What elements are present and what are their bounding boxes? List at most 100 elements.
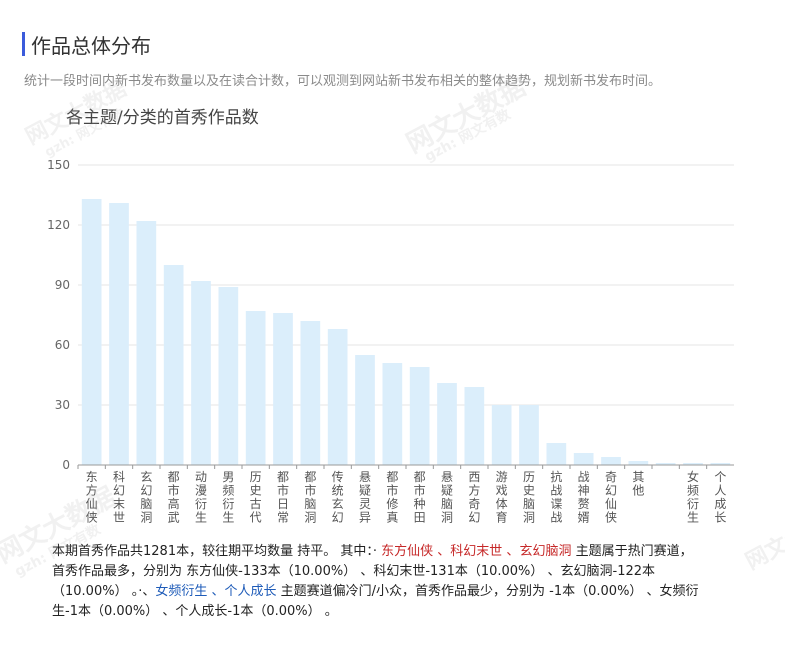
x-category-label: 侠 xyxy=(86,511,98,525)
x-category-label: 脑 xyxy=(523,497,535,511)
x-category-label: 玄 xyxy=(332,496,344,511)
x-category-label: 脑 xyxy=(441,497,453,511)
separator: 、 xyxy=(502,544,520,559)
cold-topic-1: 女频衍生 xyxy=(155,584,208,599)
x-category-label: 都 xyxy=(414,470,426,484)
x-category-label: 方 xyxy=(86,483,98,498)
x-category-label: 他 xyxy=(632,484,644,498)
bar xyxy=(273,313,293,465)
y-tick-label: 60 xyxy=(55,338,70,352)
x-category-label: 方 xyxy=(468,483,480,498)
x-category-label: 疑 xyxy=(359,483,371,498)
separator: 、 xyxy=(433,544,451,559)
x-category-label: 奇 xyxy=(605,470,617,484)
x-category-label: 田 xyxy=(414,511,426,525)
x-category-label: 都 xyxy=(168,470,180,484)
x-category-label: 古 xyxy=(250,496,262,511)
x-category-label: 洞 xyxy=(304,511,316,525)
y-tick-label: 90 xyxy=(55,278,70,292)
x-category-label: 高 xyxy=(168,496,180,511)
x-category-label: 洞 xyxy=(140,511,152,525)
x-category-label: 修 xyxy=(386,496,398,511)
bar-layer xyxy=(81,199,731,465)
y-tick-label: 0 xyxy=(62,458,70,472)
x-category-label: 武 xyxy=(168,511,180,525)
x-category-label: 东 xyxy=(86,470,98,484)
x-category-label: 真 xyxy=(386,511,398,525)
x-category-label: 戏 xyxy=(496,484,508,498)
x-category-label: 育 xyxy=(496,510,508,525)
hot-topic-2: 科幻末世 xyxy=(450,544,503,559)
x-category-label: 女 xyxy=(687,469,699,484)
x-category-label: 动 xyxy=(195,470,207,484)
bar xyxy=(245,311,266,465)
x-category-label: 频 xyxy=(222,484,234,498)
x-category-label: 疑 xyxy=(441,483,453,498)
bar xyxy=(546,443,567,465)
x-category-label: 频 xyxy=(687,484,699,498)
bar xyxy=(136,221,157,465)
x-category-label: 漫 xyxy=(195,484,207,498)
section-header: 作品总体分布 xyxy=(22,31,151,58)
x-category-label: 市 xyxy=(168,483,180,498)
x-category-label: 脑 xyxy=(140,497,152,511)
x-category-label: 游 xyxy=(496,470,508,484)
x-category-label: 都 xyxy=(386,470,398,484)
bar xyxy=(573,453,594,465)
x-category-label: 常 xyxy=(277,511,289,525)
x-category-label: 市 xyxy=(386,483,398,498)
x-category-label: 幻 xyxy=(113,484,125,498)
x-category-label: 神 xyxy=(578,484,590,498)
x-category-label: 仙 xyxy=(605,497,617,511)
x-category-label: 奇 xyxy=(468,497,480,511)
x-category-label: 史 xyxy=(250,484,262,498)
x-category-label: 衍 xyxy=(687,497,699,511)
summary-text: 本期首秀作品共1281本，较往期平均数量 持平。 其中：· 东方仙侠 、科幻末世… xyxy=(52,542,702,622)
x-category-label: 西 xyxy=(468,470,480,484)
bar xyxy=(601,457,621,465)
x-category-label: 男 xyxy=(222,470,234,484)
bar xyxy=(327,329,348,465)
x-category-label: 都 xyxy=(277,470,289,484)
x-category-label: 长 xyxy=(714,511,726,525)
grid-layer xyxy=(78,164,734,406)
x-category-label: 幻 xyxy=(140,484,152,498)
bar xyxy=(81,199,102,465)
x-category-label: 脑 xyxy=(304,497,316,511)
x-category-label: 日 xyxy=(277,497,289,511)
x-category-label: 洞 xyxy=(441,511,453,525)
x-category-label: 幻 xyxy=(468,511,480,525)
bar-chart: 0306090120150东方仙侠科幻末世玄幻脑洞都市高武动漫衍生男频衍生历史古… xyxy=(47,158,734,525)
y-tick-label: 150 xyxy=(47,158,70,172)
bar xyxy=(683,463,703,465)
x-category-label: 生 xyxy=(195,511,207,525)
section-description: 统计一段时间内新书发布数量以及在读合计数，可以观测到网站新书发布相关的整体趋势，… xyxy=(24,74,662,89)
summary-cold-detail: 主题赛道偏冷门/小众，首秀作品最少，分别为 -1本（0.00%） 、女频衍生-1… xyxy=(52,584,699,619)
summary-intro: 本期首秀作品共1281本，较往期平均数量 持平。 其中：· xyxy=(52,544,382,559)
x-category-label: 成 xyxy=(714,497,726,511)
x-category-label: 悬 xyxy=(359,470,371,484)
x-category-label: 生 xyxy=(687,511,699,525)
x-category-label: 谍 xyxy=(550,497,562,511)
bar xyxy=(409,367,430,465)
x-category-label: 衍 xyxy=(222,497,234,511)
x-category-label: 悬 xyxy=(441,470,453,484)
x-category-label: 衍 xyxy=(195,497,207,511)
y-tick-label: 120 xyxy=(47,218,70,232)
y-tick-label: 30 xyxy=(55,398,70,412)
x-category-label: 末 xyxy=(113,497,125,511)
x-category-label: 战 xyxy=(578,470,590,484)
separator: 、 xyxy=(207,584,225,599)
x-category-label: 市 xyxy=(277,483,289,498)
x-category-label: 市 xyxy=(414,483,426,498)
bar xyxy=(628,461,649,465)
x-category-label: 都 xyxy=(304,470,316,484)
x-category-label: 赘 xyxy=(578,496,590,511)
bar xyxy=(382,363,403,465)
bar xyxy=(519,405,539,465)
x-category-label: 种 xyxy=(414,497,426,511)
bar xyxy=(163,265,184,465)
x-category-label: 战 xyxy=(550,484,562,498)
bar xyxy=(191,281,211,465)
x-category-label: 婿 xyxy=(578,511,590,525)
